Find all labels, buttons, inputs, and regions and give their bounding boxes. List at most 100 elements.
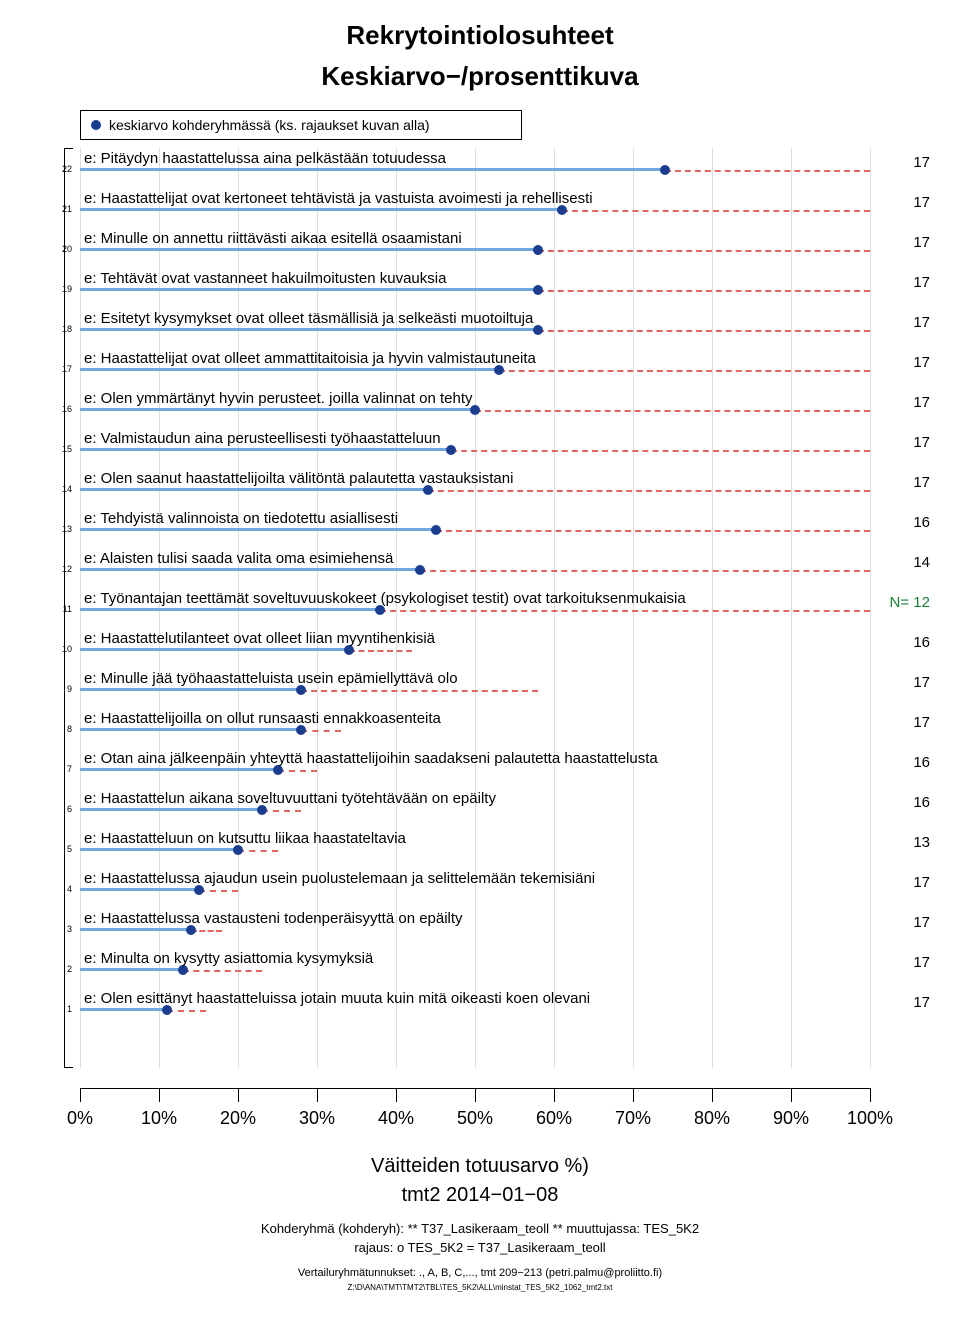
x-tick-label: 50%	[457, 1108, 493, 1129]
x-tick	[475, 1088, 476, 1102]
bar-dashed	[238, 850, 278, 852]
row-index: 1	[46, 1004, 72, 1014]
row-n-value: 17	[874, 474, 930, 491]
x-tick	[633, 1088, 634, 1102]
grid-line	[870, 148, 871, 1068]
row-n-value: 17	[874, 954, 930, 971]
bar-solid	[80, 968, 183, 971]
row-index: 11	[46, 604, 72, 614]
bar-dashed	[499, 370, 870, 372]
chart-row: 5e: Haastatteluun on kutsuttu liikaa haa…	[80, 828, 870, 868]
bar-solid	[80, 648, 349, 651]
row-label: e: Haastatteluun on kutsuttu liikaa haas…	[84, 830, 406, 847]
value-dot	[415, 565, 425, 575]
bar-solid	[80, 248, 538, 251]
chart-row: 21e: Haastattelijat ovat kertoneet tehtä…	[80, 188, 870, 228]
row-label: e: Haastattelutilanteet ovat olleet liia…	[84, 630, 435, 647]
value-dot	[431, 525, 441, 535]
row-label: e: Olen ymmärtänyt hyvin perusteet. joil…	[84, 390, 473, 407]
x-tick-label: 0%	[67, 1108, 93, 1129]
row-label: e: Tehdyistä valinnoista on tiedotettu a…	[84, 510, 398, 527]
row-label: e: Haastattelijoilla on ollut runsaasti …	[84, 710, 441, 727]
x-tick	[159, 1088, 160, 1102]
bar-solid	[80, 208, 562, 211]
row-n-value: 17	[874, 314, 930, 331]
chart-row: 6e: Haastattelun aikana soveltuvuuttani …	[80, 788, 870, 828]
x-tick	[80, 1088, 81, 1102]
chart-row: 15e: Valmistaudun aina perusteellisesti …	[80, 428, 870, 468]
footer-line1: Väitteiden totuusarvo %)	[30, 1152, 930, 1181]
row-n-value: N= 12	[874, 594, 930, 611]
x-tick-label: 30%	[299, 1108, 335, 1129]
bar-solid	[80, 408, 475, 411]
x-tick-label: 90%	[773, 1108, 809, 1129]
bar-solid	[80, 608, 380, 611]
row-label: e: Minulle on annettu riittävästi aikaa …	[84, 230, 462, 247]
chart-row: 7e: Otan aina jälkeenpäin yhteyttä haast…	[80, 748, 870, 788]
footer-line3: Kohderyhmä (kohderyh): ** T37_Lasikeraam…	[30, 1220, 930, 1239]
row-label: e: Olen esittänyt haastatteluissa jotain…	[84, 990, 590, 1007]
row-n-value: 17	[874, 354, 930, 371]
row-index: 14	[46, 484, 72, 494]
row-label: e: Haastattelussa vastausteni todenperäi…	[84, 910, 463, 927]
row-index: 7	[46, 764, 72, 774]
row-index: 10	[46, 644, 72, 654]
chart-row: 9e: Minulle jää työhaastatteluista usein…	[80, 668, 870, 708]
bar-solid	[80, 848, 238, 851]
x-axis: 0%10%20%30%40%50%60%70%80%90%100%	[80, 1088, 870, 1138]
row-n-value: 17	[874, 874, 930, 891]
row-label: e: Haastattelijat ovat kertoneet tehtävi…	[84, 190, 593, 207]
row-label: e: Minulle jää työhaastatteluista usein …	[84, 670, 458, 687]
bar-dashed	[349, 650, 412, 652]
bar-dashed	[436, 530, 871, 532]
row-n-value: 17	[874, 194, 930, 211]
chart-area: 22e: Pitäydyn haastattelussa aina pelkäs…	[80, 148, 870, 1068]
row-n-value: 17	[874, 234, 930, 251]
chart-row: 12e: Alaisten tulisi saada valita oma es…	[80, 548, 870, 588]
row-n-value: 16	[874, 634, 930, 651]
value-dot	[660, 165, 670, 175]
row-index: 2	[46, 964, 72, 974]
chart-row: 8e: Haastattelijoilla on ollut runsaasti…	[80, 708, 870, 748]
bar-solid	[80, 368, 499, 371]
bar-dashed	[278, 770, 318, 772]
bar-solid	[80, 568, 420, 571]
bar-dashed	[665, 170, 870, 172]
row-index: 13	[46, 524, 72, 534]
chart-row: 13e: Tehdyistä valinnoista on tiedotettu…	[80, 508, 870, 548]
row-index: 6	[46, 804, 72, 814]
row-n-value: 17	[874, 994, 930, 1011]
legend-text: keskiarvo kohderyhmässä (ks. rajaukset k…	[109, 117, 430, 133]
bar-dashed	[301, 730, 341, 732]
x-tick	[317, 1088, 318, 1102]
row-index: 19	[46, 284, 72, 294]
footer-line2: tmt2 2014−01−08	[30, 1181, 930, 1210]
footer-line6: Z:\D\ANA\TMT\TMT2\TBL\TES_5K2\ALL\minsta…	[30, 1282, 930, 1294]
x-tick	[396, 1088, 397, 1102]
row-n-value: 17	[874, 434, 930, 451]
row-n-value: 17	[874, 674, 930, 691]
row-n-value: 16	[874, 514, 930, 531]
value-dot	[533, 245, 543, 255]
legend: keskiarvo kohderyhmässä (ks. rajaukset k…	[80, 110, 522, 140]
bar-solid	[80, 288, 538, 291]
bar-solid	[80, 808, 262, 811]
chart-row: 22e: Pitäydyn haastattelussa aina pelkäs…	[80, 148, 870, 188]
chart-row: 11e: Työnantajan teettämät soveltuvuusko…	[80, 588, 870, 628]
bar-dashed	[199, 890, 239, 892]
chart-row: 14e: Olen saanut haastattelijoilta välit…	[80, 468, 870, 508]
bar-dashed	[475, 410, 870, 412]
value-dot	[533, 285, 543, 295]
bar-dashed	[451, 450, 870, 452]
footer-line5: Vertailuryhmätunnukset: ., A, B, C,..., …	[30, 1266, 930, 1282]
row-index: 17	[46, 364, 72, 374]
chart-row: 10e: Haastattelutilanteet ovat olleet li…	[80, 628, 870, 668]
x-tick	[712, 1088, 713, 1102]
row-label: e: Työnantajan teettämät soveltuvuuskoke…	[84, 590, 686, 607]
chart-row: 3e: Haastattelussa vastausteni todenperä…	[80, 908, 870, 948]
row-n-value: 17	[874, 154, 930, 171]
bar-solid	[80, 488, 428, 491]
bar-solid	[80, 928, 191, 931]
x-tick	[791, 1088, 792, 1102]
chart-row: 20e: Minulle on annettu riittävästi aika…	[80, 228, 870, 268]
